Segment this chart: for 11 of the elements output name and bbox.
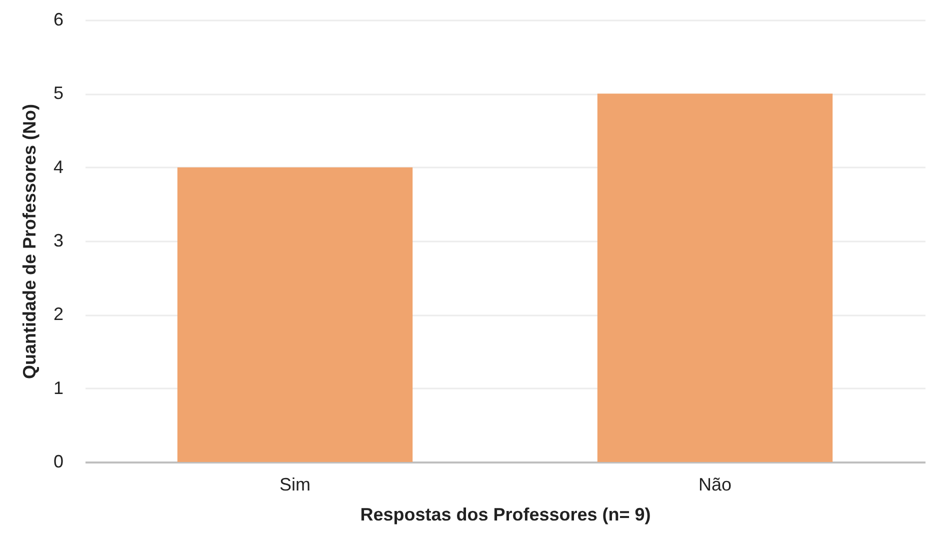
x-tick-label: Sim [280, 474, 310, 494]
x-tick-label: Não [698, 474, 732, 494]
y-tick-label: 1 [53, 378, 64, 398]
y-tick-label: 0 [53, 452, 64, 472]
y-axis-title: Quantidade de Professores (No) [19, 104, 40, 380]
y-tick-label: 4 [53, 156, 64, 177]
x-axis-title: Respostas dos Professores (n= 9) [360, 504, 651, 524]
y-tick-label: 3 [53, 230, 64, 250]
y-tick-label: 2 [53, 304, 64, 324]
y-tick-label: 5 [53, 83, 64, 104]
y-tick-label: 6 [53, 10, 64, 30]
